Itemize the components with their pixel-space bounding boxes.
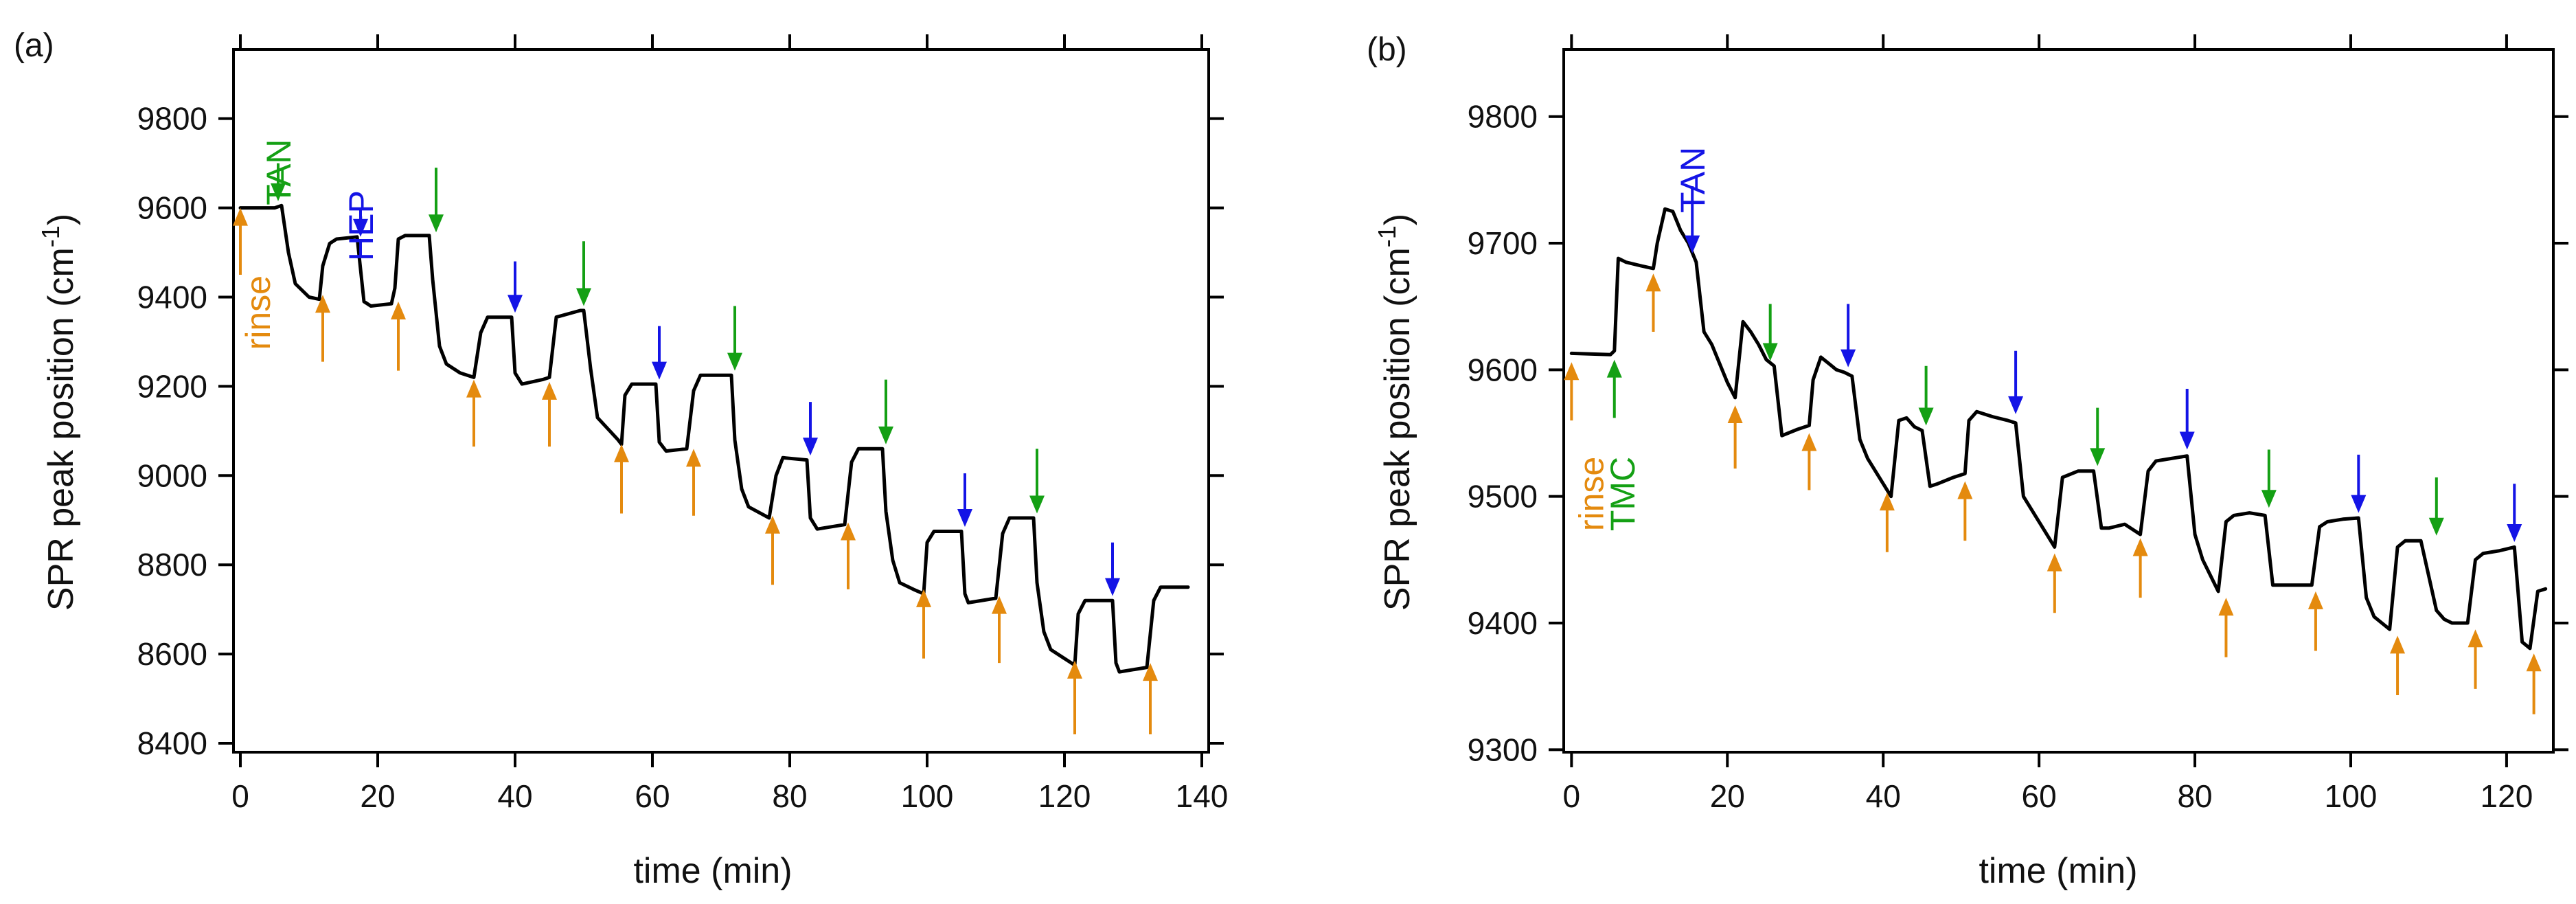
- panel-a-orange-arrow: [686, 449, 701, 516]
- panel-b-orange-arrow: [1801, 433, 1817, 490]
- panel-b-orange-arrow: [2390, 635, 2406, 696]
- panel-b-y-tick-label: 9300: [1468, 732, 1538, 767]
- panel-a-x-tick-label: 140: [1176, 778, 1229, 814]
- panel-b-green-arrow: [2428, 477, 2444, 536]
- panel-b-x-tick-label: 60: [2022, 778, 2057, 814]
- panel-b-series-line: [1569, 207, 2548, 651]
- panel-b-x-axis-label: time (min): [1979, 851, 2137, 891]
- panel-a-label: (a): [14, 27, 54, 64]
- panel-a-orange-arrow: [315, 295, 330, 362]
- panel-a-orange-arrow: [1143, 663, 1158, 735]
- panel-a-x-tick-label: 20: [360, 778, 395, 814]
- panel-a-y-tick-label: 8400: [137, 725, 207, 761]
- panel-a-green-arrow: [271, 163, 286, 201]
- panel-a-series-line: [238, 203, 1190, 674]
- panel-a-x-axis-label: time (min): [633, 851, 792, 891]
- panel-a-y-tick-label: 8600: [137, 636, 207, 672]
- panel-b-orange-arrow: [1564, 362, 1580, 421]
- panel-a-blue-arrow: [508, 261, 523, 313]
- panel-a-annotation-rinse: rinse: [239, 275, 277, 350]
- panel-a-y-tick-label: 9000: [137, 457, 207, 493]
- panel-b-orange-arrow: [2047, 553, 2062, 613]
- panel-a-y-axis-label: SPR peak position (cm-1): [36, 214, 81, 611]
- panel-a-green-arrow: [429, 168, 444, 233]
- panel-b-blue-arrow: [1685, 186, 1700, 253]
- panel-b-y-tick-label: 9400: [1468, 605, 1538, 641]
- panel-a-orange-arrow: [765, 515, 780, 585]
- panel-a-y-tick-label: 9200: [137, 368, 207, 404]
- panel-b-orange-arrow: [1957, 481, 1973, 541]
- panel-b-y-tick-label: 9700: [1468, 225, 1538, 261]
- panel-a-orange-arrow: [1067, 660, 1082, 735]
- panel-b-y-tick-label: 9800: [1468, 99, 1538, 135]
- panel-a-blue-arrow: [803, 402, 818, 456]
- panel-a-x-tick-label: 0: [231, 778, 249, 814]
- panel-a-green-arrow: [727, 306, 742, 371]
- panel-b-green-arrow: [1918, 365, 1934, 426]
- panel-b-annotation-tmc: TMC: [1604, 457, 1642, 531]
- panel-a-blue-arrow: [957, 473, 972, 527]
- panel-b-orange-arrow: [1727, 405, 1743, 469]
- panel-a-y-tick-label: 8800: [137, 547, 207, 583]
- panel-b-x-tick-label: 20: [1710, 778, 1745, 814]
- panel-b-orange-arrow: [2467, 629, 2483, 689]
- panel-a-blue-arrow: [1105, 542, 1120, 596]
- panel-a-annotation-tan: TAN: [260, 139, 298, 205]
- panel-a-y-tick-label: 9600: [137, 190, 207, 226]
- panel-b-green-arrow: [2261, 449, 2277, 508]
- panel-a-green-arrow: [878, 379, 893, 444]
- panel-a-orange-arrow: [233, 207, 248, 275]
- panel-b-x-tick-label: 120: [2481, 778, 2533, 814]
- panel-b-orange-arrow: [1879, 493, 1895, 552]
- panel-b-green-arrow: [2090, 407, 2106, 466]
- panel-a-orange-arrow: [841, 522, 856, 589]
- panel-b-x-tick-label: 100: [2325, 778, 2378, 814]
- panel-a-orange-arrow: [992, 596, 1007, 664]
- panel-a-plot-frame: [232, 48, 1210, 754]
- panel-a-blue-arrow: [353, 207, 368, 237]
- panel-b-annotation-tan: TAN: [1674, 147, 1712, 213]
- panel-a-x-tick-label: 40: [497, 778, 532, 814]
- panel-a-x-tick-label: 80: [772, 778, 807, 814]
- panel-b-y-tick-label: 9500: [1468, 479, 1538, 515]
- panel-a-orange-arrow: [542, 381, 557, 447]
- panel-b-orange-arrow: [2307, 591, 2323, 651]
- panel-b-blue-arrow: [2179, 388, 2195, 450]
- panel-a-y-tick-label: 9800: [137, 101, 207, 137]
- panel-a-green-arrow: [1029, 449, 1045, 514]
- panel-b-orange-arrow: [1645, 273, 1661, 332]
- panel-b-plot-frame: [1562, 48, 2555, 754]
- panel-b-y-axis-label: SPR peak position (cm-1): [1373, 214, 1417, 611]
- panel-b-blue-arrow: [2008, 350, 2024, 414]
- panel-a-x-tick-label: 60: [635, 778, 670, 814]
- panel-b-blue-arrow: [1840, 304, 1856, 368]
- panel-b-x-tick-label: 0: [1563, 778, 1581, 814]
- panel-b-orange-arrow: [2218, 598, 2234, 657]
- panel-b-orange-arrow: [2526, 653, 2542, 714]
- panel-a-green-arrow: [576, 241, 591, 306]
- panel-b-y-tick-label: 9600: [1468, 352, 1538, 387]
- panel-b-x-tick-label: 80: [2177, 778, 2212, 814]
- panel-b-x-tick-label: 40: [1866, 778, 1901, 814]
- panel-a: (a) SPR peak position (cm-1) time (min) …: [14, 27, 1228, 891]
- panel-a-orange-arrow: [916, 589, 931, 659]
- panel-b-annotation-rinse: rinse: [1573, 457, 1611, 531]
- panel-a-orange-arrow: [614, 444, 629, 514]
- panel-b-label: (b): [1367, 32, 1407, 68]
- panel-b-green-arrow: [1762, 304, 1778, 361]
- panel-b-blue-arrow: [2507, 484, 2522, 543]
- panel-a-blue-arrow: [652, 326, 667, 380]
- panel-b-orange-arrow: [2132, 538, 2148, 598]
- panel-a-orange-arrow: [391, 301, 406, 371]
- panel-a-orange-arrow: [466, 379, 481, 447]
- panel-b-blue-arrow: [2351, 454, 2367, 513]
- panel-a-x-tick-label: 120: [1038, 778, 1091, 814]
- panel-a-annotation-hep: HEP: [342, 190, 380, 261]
- panel-a-y-tick-label: 9400: [137, 279, 207, 315]
- panel-b: (b) SPR peak position (cm-1) time (min) …: [1367, 32, 2568, 891]
- panel-b-green-arrow: [1606, 359, 1622, 418]
- panel-a-x-tick-label: 100: [901, 778, 954, 814]
